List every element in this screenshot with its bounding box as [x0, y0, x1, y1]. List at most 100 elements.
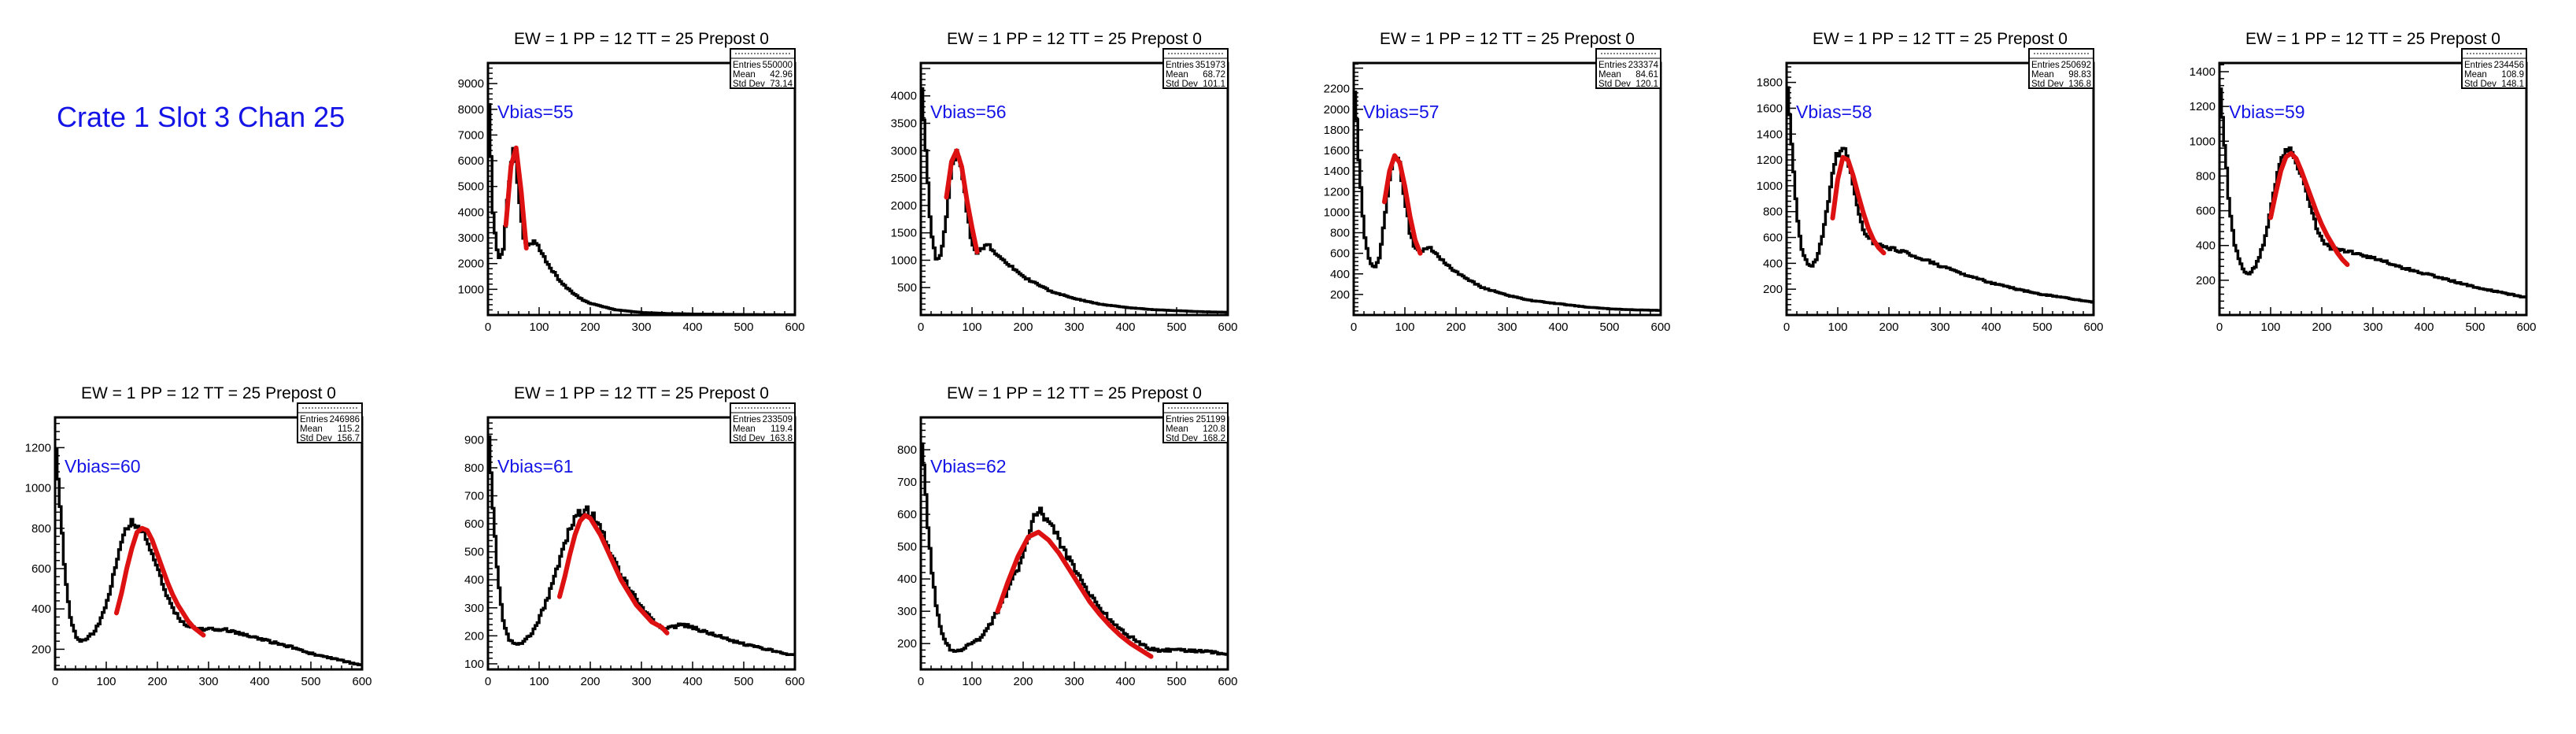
histogram-series	[1787, 86, 2094, 304]
x-tick-label: 0	[2216, 321, 2223, 334]
fit-curve	[1382, 153, 1423, 256]
y-tick-label: 800	[897, 443, 917, 457]
x-tick-label: 300	[198, 675, 218, 688]
stats-entries-value: 250692	[2061, 61, 2091, 70]
y-tick-label: 800	[464, 462, 484, 475]
chart-title: EW = 1 PP = 12 TT = 25 Prepost 0	[514, 384, 769, 402]
x-tick-label: 200	[1013, 321, 1033, 334]
x-tick-label: 200	[1446, 321, 1465, 334]
y-tick-label: 1400	[1757, 128, 1783, 141]
y-tick-label: 1000	[891, 254, 917, 267]
x-tick-label: 100	[529, 321, 549, 334]
y-tick-label: 3000	[458, 232, 484, 245]
stats-entries-value: 550000	[763, 61, 793, 70]
histogram-plot: EW = 1 PP = 12 TT = 25 Prepost 00 100 200 3…	[891, 30, 1238, 334]
stats-box: Entries 233374 Mean 84.61 Std Dev 120.1	[1595, 48, 1661, 89]
stats-mean-label: Mean	[1166, 424, 1188, 434]
stats-box: Entries 251199 Mean 120.8 Std Dev 168.2	[1162, 402, 1229, 443]
x-tick-label: 500	[1599, 321, 1619, 334]
stats-entries-value: 234456	[2494, 61, 2524, 70]
stats-entries-label: Entries	[1598, 61, 1627, 70]
x-tick-label: 100	[2260, 321, 2280, 334]
y-tick-label: 400	[1763, 257, 1783, 270]
y-tick-label: 800	[31, 522, 51, 536]
stats-entries-label: Entries	[2464, 61, 2493, 70]
x-tick-label: 100	[962, 321, 981, 334]
x-tick-label: 300	[1930, 321, 1950, 334]
stats-entries-value: 233509	[763, 415, 793, 424]
stats-mean-value: 120.8	[1203, 424, 1225, 434]
y-tick-label: 1400	[2190, 65, 2216, 79]
histogram-series	[488, 102, 795, 317]
y-tick-label: 100	[464, 658, 484, 671]
y-tick-label: 1600	[1757, 102, 1783, 115]
x-tick-label: 0	[485, 675, 491, 688]
chart-title: EW = 1 PP = 12 TT = 25 Prepost 0	[81, 384, 336, 402]
x-tick-label: 0	[52, 675, 58, 688]
stats-entries-label: Entries	[1166, 61, 1194, 70]
chart-title: EW = 1 PP = 12 TT = 25 Prepost 0	[947, 30, 1202, 48]
x-tick-label: 600	[1650, 321, 1670, 334]
stats-entries-label: Entries	[733, 61, 761, 70]
y-tick-label: 1400	[1324, 165, 1350, 178]
stats-entries-label: Entries	[733, 415, 761, 424]
x-tick-label: 600	[352, 675, 371, 688]
chart-title: EW = 1 PP = 12 TT = 25 Prepost 0	[947, 384, 1202, 402]
y-tick-label: 8000	[458, 103, 484, 117]
x-tick-label: 0	[485, 321, 491, 334]
x-tick-label: 300	[2363, 321, 2382, 334]
page-title: Crate 1 Slot 3 Chan 25	[57, 101, 346, 133]
y-tick-label: 1000	[2190, 135, 2216, 148]
x-tick-label: 500	[2032, 321, 2052, 334]
x-tick-label: 200	[1879, 321, 1898, 334]
y-tick-label: 3500	[891, 117, 917, 131]
stats-std-value: 163.8	[770, 434, 793, 443]
stats-std-value: 156.7	[337, 434, 360, 443]
histogram-plot: EW = 1 PP = 12 TT = 25 Prepost 00 100 200 3…	[897, 384, 1238, 688]
y-tick-label: 600	[2196, 205, 2216, 218]
x-tick-label: 500	[301, 675, 320, 688]
stats-mean-value: 68.72	[1203, 70, 1225, 80]
y-tick-label: 300	[464, 602, 484, 615]
y-tick-label: 2200	[1324, 83, 1350, 96]
fit-curve	[557, 513, 670, 636]
x-tick-label: 400	[682, 321, 702, 334]
y-tick-label: 300	[897, 605, 917, 618]
x-tick-label: 600	[2516, 321, 2536, 334]
y-tick-label: 1200	[1324, 185, 1350, 198]
y-tick-label: 800	[1330, 227, 1350, 240]
histogram-series	[55, 447, 362, 666]
stats-std-value: 73.14	[770, 80, 793, 89]
y-tick-label: 400	[464, 573, 484, 587]
x-tick-label: 200	[1013, 675, 1033, 688]
x-tick-label: 0	[1783, 321, 1790, 334]
vbias-annotation: Vbias=57	[1363, 102, 1440, 122]
x-tick-label: 400	[1115, 321, 1135, 334]
stats-mean-label: Mean	[2031, 70, 2054, 80]
y-tick-label: 500	[464, 546, 484, 559]
histogram-plot: EW = 1 PP = 12 TT = 25 Prepost 00 100 200 3…	[1324, 30, 1671, 334]
y-tick-label: 2000	[1324, 103, 1350, 117]
histogram-plot: EW = 1 PP = 12 TT = 25 Prepost 00 100 200 3…	[464, 384, 805, 688]
y-tick-label: 800	[1763, 206, 1783, 219]
stats-box: Entries 246986 Mean 115.2 Std Dev 156.7	[297, 402, 363, 443]
stats-mean-value: 119.4	[771, 424, 793, 434]
vbias-annotation: Vbias=59	[2229, 102, 2305, 122]
histogram-panel-vbias-62: EW = 1 PP = 12 TT = 25 Prepost 0 0 100 200 3…	[881, 378, 1251, 693]
x-tick-label: 300	[1497, 321, 1517, 334]
chart-title: EW = 1 PP = 12 TT = 25 Prepost 0	[1380, 30, 1635, 48]
x-tick-label: 400	[1981, 321, 2001, 334]
histogram-panel-vbias-58: EW = 1 PP = 12 TT = 25 Prepost 0 0 100 200 3…	[1747, 24, 2117, 339]
x-tick-label: 500	[1166, 321, 1186, 334]
x-tick-label: 100	[1828, 321, 1847, 334]
y-tick-label: 200	[31, 643, 51, 656]
y-tick-label: 400	[2196, 239, 2216, 253]
fit-curve	[995, 529, 1154, 659]
stats-entries-value: 246986	[330, 415, 360, 424]
stats-box: Entries 351973 Mean 68.72 Std Dev 101.1	[1162, 48, 1229, 89]
stats-std-value: 136.8	[2068, 80, 2091, 89]
y-tick-label: 1800	[1324, 124, 1350, 137]
histogram-plot: EW = 1 PP = 12 TT = 25 Prepost 00 100 200 3…	[25, 384, 372, 688]
y-tick-label: 800	[2196, 169, 2216, 183]
x-tick-label: 600	[785, 321, 804, 334]
